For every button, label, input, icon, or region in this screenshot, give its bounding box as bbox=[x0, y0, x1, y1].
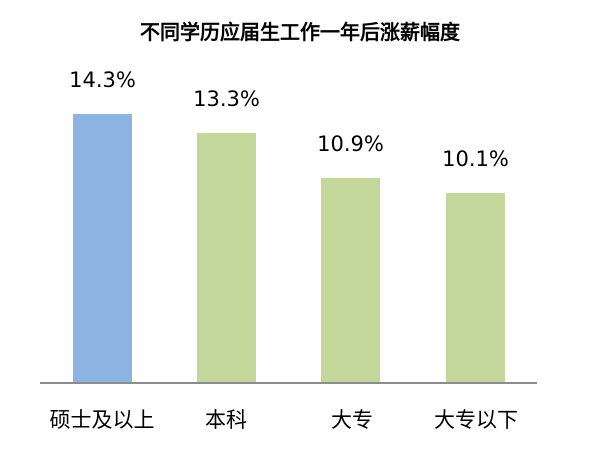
x-axis-line bbox=[40, 382, 537, 384]
category-label: 硕士及以上 bbox=[49, 408, 155, 432]
category-label: 本科 bbox=[205, 408, 247, 432]
value-label: 13.3% bbox=[193, 87, 260, 111]
bar-below-college bbox=[446, 193, 505, 383]
bar-college bbox=[321, 178, 380, 383]
value-label: 10.1% bbox=[442, 147, 509, 171]
bar-masters bbox=[73, 114, 132, 383]
value-label: 14.3% bbox=[69, 68, 136, 92]
bar-bachelor bbox=[197, 133, 256, 383]
category-label: 大专 bbox=[331, 408, 373, 432]
chart-title: 不同学历应届生工作一年后涨薪幅度 bbox=[140, 20, 460, 44]
category-label: 大专以下 bbox=[434, 408, 518, 432]
value-label: 10.9% bbox=[317, 132, 384, 156]
